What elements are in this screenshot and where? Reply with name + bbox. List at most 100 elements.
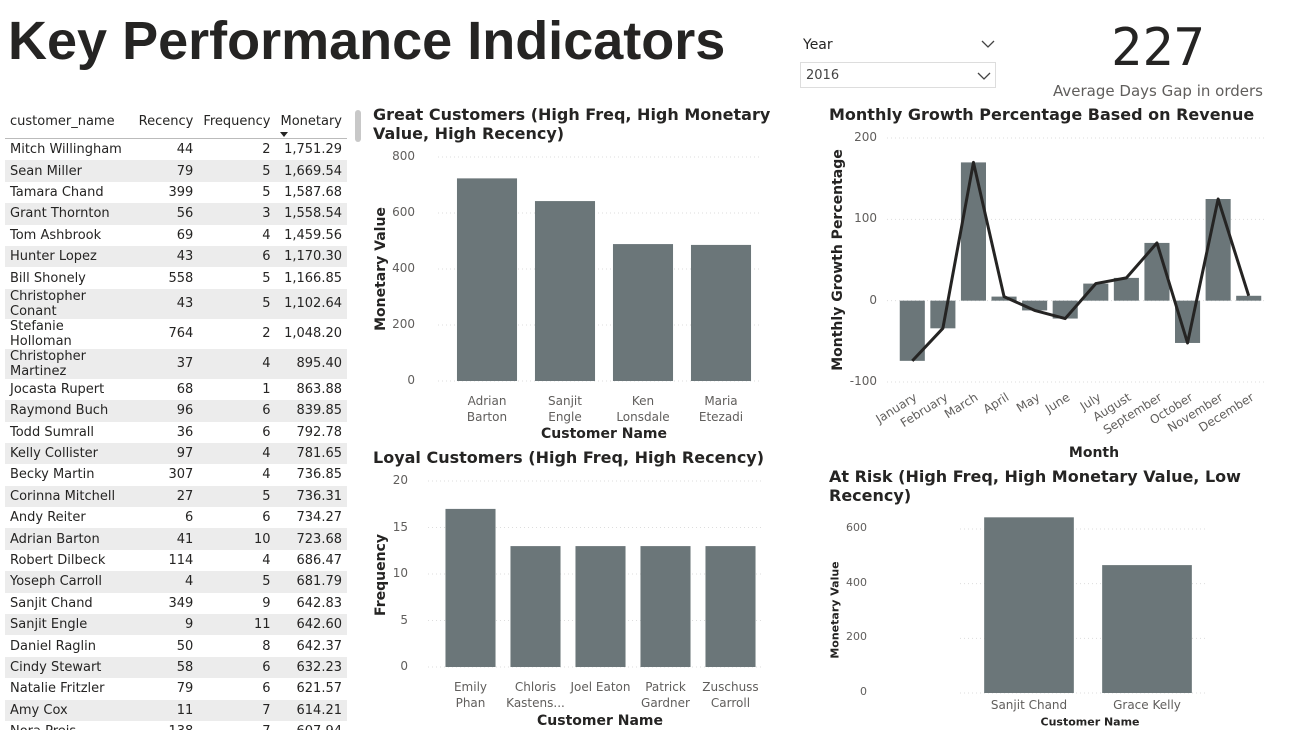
- table-cell: 5: [262, 270, 271, 286]
- x-axis-title: Customer Name: [537, 713, 663, 729]
- table-cell: 50: [176, 638, 194, 654]
- table-cell: Kelly Collister: [5, 442, 134, 465]
- x-axis-title: Month: [1068, 445, 1120, 461]
- table-cell: 7: [198, 721, 275, 730]
- table-cell: Christopher Martinez: [5, 348, 134, 379]
- table-cell: Tamara Chand: [10, 184, 104, 200]
- table-cell: 27: [133, 485, 199, 508]
- table-cell: 681.79: [275, 571, 347, 593]
- table-row: Bill Shonely 558 5 1,166.85: [5, 267, 347, 288]
- x-tick-label: Emily Phan: [453, 680, 488, 710]
- table-row: Daniel Raglin 50 8 642.37: [5, 635, 347, 656]
- table-cell: 96: [133, 400, 199, 422]
- column-header: Frequency: [198, 108, 276, 139]
- bar: [690, 244, 752, 381]
- table-cell: 43: [133, 245, 199, 268]
- x-tick-label: Grace Kelly: [1113, 698, 1181, 712]
- scrollbar[interactable]: [355, 110, 361, 142]
- table-cell: Adrian Barton: [5, 528, 134, 550]
- x-tick-label: Maria Etezadi: [698, 394, 744, 424]
- chart-title: Loyal Customers (High Freq, High Recency…: [373, 448, 765, 467]
- table-cell: 56: [133, 203, 199, 225]
- table-cell: 6: [185, 510, 194, 526]
- bar: [445, 508, 496, 667]
- table-row: Sanjit Engle 9 11 642.60: [5, 614, 347, 636]
- y-tick-label: 200: [392, 317, 415, 331]
- table-cell: Grant Thornton: [5, 203, 134, 225]
- table-row: Kelly Collister 97 4 781.65: [5, 442, 347, 465]
- table-cell: 349: [168, 595, 194, 611]
- table-row: Christopher Martinez 37 4 895.40: [5, 348, 347, 379]
- bar: [510, 546, 561, 667]
- table-cell: 2: [262, 142, 271, 158]
- table-cell: 36: [176, 424, 194, 440]
- y-tick-label: 20: [392, 473, 408, 487]
- chart-title: Great Customers (High Freq, High Monetar…: [373, 105, 771, 143]
- table-cell: 79: [133, 160, 199, 182]
- table-row: Tom Ashbrook 69 4 1,459.56: [5, 225, 347, 246]
- table-cell: 399: [168, 184, 194, 200]
- dropdown-arrow: [977, 72, 991, 80]
- table-cell: 781.65: [275, 442, 347, 465]
- table-cell: 307: [168, 467, 194, 483]
- kpi-label: Average Days Gap in orders: [1053, 82, 1263, 100]
- table-cell: 5: [198, 485, 276, 508]
- bar: [1022, 300, 1048, 311]
- y-tick-label: 0: [407, 373, 415, 387]
- table-cell: 4: [198, 348, 276, 379]
- table-row: Natalie Fritzler 79 6 621.57: [5, 678, 347, 699]
- table-cell: 4: [262, 227, 271, 243]
- table-row: Todd Sumrall 36 6 792.78: [5, 422, 347, 443]
- table-cell: 839.85: [275, 400, 347, 422]
- table-cell: 1,751.29: [284, 142, 342, 158]
- slicer-label: Year: [803, 37, 833, 53]
- table-cell: 9: [133, 614, 199, 636]
- column-header: Monetary: [275, 108, 347, 139]
- table-cell: Andy Reiter: [10, 510, 86, 526]
- chart-title: At Risk (High Freq, High Monetary Value,…: [829, 467, 1241, 505]
- table-cell: 4: [133, 571, 199, 593]
- table-cell: 4: [198, 442, 276, 465]
- table-cell: 44: [176, 142, 194, 158]
- table-cell: 1,166.85: [284, 270, 342, 286]
- table-cell: 792.78: [296, 424, 343, 440]
- table-cell: 37: [133, 348, 199, 379]
- table-cell: 736.31: [275, 485, 347, 508]
- table-cell: 863.88: [296, 381, 343, 397]
- column-header: Recency: [133, 108, 199, 139]
- table-cell: 6: [198, 400, 276, 422]
- table-cell: Tom Ashbrook: [10, 227, 102, 243]
- table-row: Mitch Willingham 44 2 1,751.29: [5, 139, 347, 161]
- bar: [1113, 277, 1139, 301]
- table-cell: Sean Miller: [5, 160, 134, 182]
- table-row: Hunter Lopez 43 6 1,170.30: [5, 245, 347, 268]
- y-tick-label: 10: [392, 566, 408, 580]
- kpi-value: 227: [1111, 18, 1205, 78]
- table-cell: Natalie Fritzler: [10, 681, 105, 697]
- table-cell: 686.47: [296, 553, 343, 569]
- table-row: Tamara Chand 399 5 1,587.68: [5, 182, 347, 203]
- bar: [1083, 283, 1109, 301]
- y-tick-label: 15: [392, 519, 408, 534]
- bar: [1236, 295, 1262, 301]
- bar: [984, 517, 1074, 693]
- x-tick-label: Adrian Barton: [466, 394, 508, 424]
- y-tick-label: 0: [869, 292, 877, 307]
- table-cell: 69: [176, 227, 194, 243]
- table-cell: 3: [198, 203, 276, 225]
- x-tick-label: Ken Lonsdale: [616, 394, 670, 424]
- table-cell: 6: [198, 656, 276, 679]
- y-tick-label: 800: [392, 149, 415, 163]
- table-cell: 114: [168, 553, 194, 569]
- y-tick-label: 5: [400, 612, 408, 627]
- table-row: Yoseph Carroll 4 5 681.79: [5, 571, 347, 593]
- table-cell: 1,048.20: [284, 326, 342, 342]
- slicer-dropdown[interactable]: 2016: [800, 62, 996, 88]
- slicer-collapse[interactable]: [981, 39, 995, 49]
- bar: [1102, 565, 1192, 693]
- table-cell: Mitch Willingham: [10, 142, 122, 158]
- table-cell: Christopher Conant: [5, 288, 134, 319]
- table-cell: 4: [262, 467, 271, 483]
